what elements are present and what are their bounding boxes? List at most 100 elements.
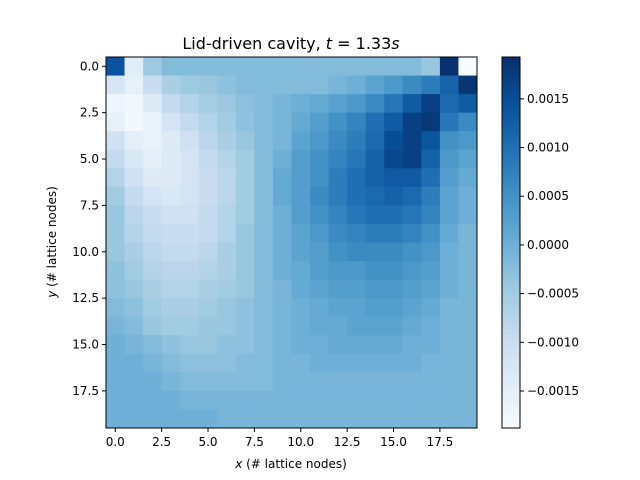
heatmap-cell [180, 75, 200, 95]
heatmap-cell [254, 335, 274, 355]
heatmap-cell [235, 298, 255, 318]
heatmap-cell [161, 372, 181, 392]
heatmap-cell [198, 57, 218, 77]
colorbar-segment [502, 118, 520, 123]
heatmap-cell [421, 223, 441, 243]
colorbar-segment [502, 87, 520, 92]
colorbar-segment [502, 69, 520, 74]
colorbar-segment [502, 106, 520, 111]
heatmap-cell [365, 205, 385, 225]
heatmap-cell [402, 335, 422, 355]
colorbar-segment [502, 335, 520, 339]
heatmap-cell [217, 279, 237, 299]
heatmap-cell [402, 409, 422, 429]
heatmap-cell [439, 261, 459, 281]
heatmap-cell [421, 94, 441, 114]
colorbar-segment [502, 230, 520, 234]
heatmap-cell [402, 75, 422, 95]
heatmap-cell [254, 261, 274, 281]
heatmap-cell [347, 94, 367, 114]
heatmap-cell [347, 298, 367, 318]
heatmap-cell [217, 372, 237, 392]
colorbar-segment [502, 63, 520, 67]
heatmap-cell [402, 168, 422, 188]
heatmap-cell [272, 168, 292, 188]
heatmap-cell [291, 94, 311, 114]
colorbar-segment [502, 338, 520, 343]
heatmap-cell [143, 168, 163, 188]
heatmap-cell [291, 223, 311, 243]
heatmap-cell [328, 390, 348, 410]
heatmap-cell [310, 131, 330, 151]
heatmap-cell [384, 353, 404, 373]
colorbar-tick-label: −0.0010 [527, 335, 579, 349]
heatmap-cell [272, 409, 292, 429]
colorbar-segment [502, 78, 520, 83]
heatmap-cell [217, 112, 237, 132]
colorbar-segment [502, 193, 520, 197]
heatmap-cell [235, 372, 255, 392]
heatmap-cell [421, 112, 441, 132]
colorbar-segment [502, 128, 520, 132]
heatmap-cell [384, 335, 404, 355]
heatmap-cell [161, 223, 181, 243]
heatmap-cell [180, 298, 200, 318]
heatmap-cell [328, 112, 348, 132]
heatmap-cell [365, 168, 385, 188]
y-tick-label: 15.0 [72, 338, 99, 352]
heatmap-cell [198, 168, 218, 188]
heatmap-cell [235, 131, 255, 151]
heatmap-cell [328, 186, 348, 206]
heatmap-cell [421, 353, 441, 373]
colorbar-segment [502, 84, 520, 89]
heatmap-cell [421, 316, 441, 336]
heatmap-cell [143, 335, 163, 355]
heatmap-cell [310, 75, 330, 95]
colorbar-segment [502, 257, 520, 262]
heatmap-cell [198, 94, 218, 114]
heatmap-cell [347, 353, 367, 373]
colorbar-segment [502, 140, 520, 145]
colorbar-segment [502, 264, 520, 268]
colorbar-segment [502, 319, 520, 324]
colorbar-segment [502, 223, 520, 228]
heatmap-cell [421, 57, 441, 77]
heatmap-cell [439, 279, 459, 299]
heatmap-cell [291, 372, 311, 392]
heatmap-cell [198, 390, 218, 410]
heatmap-cell [402, 372, 422, 392]
x-tick-label: 0.0 [106, 435, 125, 449]
colorbar-segment [502, 415, 520, 420]
colorbar-segment [502, 347, 520, 352]
colorbar-segment [502, 387, 520, 392]
heatmap-cell [439, 298, 459, 318]
heatmap-cell [143, 261, 163, 281]
heatmap-cell [458, 149, 478, 169]
colorbar-segment [502, 273, 520, 278]
heatmap-cell [217, 131, 237, 151]
heatmap-cell [347, 372, 367, 392]
heatmap-cell [161, 112, 181, 132]
colorbar-tick-label: 0.0000 [527, 238, 569, 252]
heatmap-cell [384, 94, 404, 114]
heatmap-cell [291, 205, 311, 225]
heatmap-cell [439, 205, 459, 225]
heatmap-cell [384, 316, 404, 336]
heatmap-cell [217, 316, 237, 336]
heatmap-cell [384, 131, 404, 151]
colorbar-segment [502, 304, 520, 309]
heatmap-cell [347, 223, 367, 243]
heatmap-cell [439, 390, 459, 410]
colorbar-segment [502, 390, 520, 395]
heatmap-cell [402, 316, 422, 336]
colorbar-segment [502, 329, 520, 333]
heatmap-cell [143, 242, 163, 262]
heatmap-cell [291, 279, 311, 299]
heatmap-cell [106, 94, 126, 114]
heatmap-cell [291, 75, 311, 95]
heatmap-cell [106, 242, 126, 262]
heatmap-cell [310, 149, 330, 169]
heatmap-cell [217, 261, 237, 281]
heatmap-cell [402, 112, 422, 132]
heatmap-cell [106, 75, 126, 95]
